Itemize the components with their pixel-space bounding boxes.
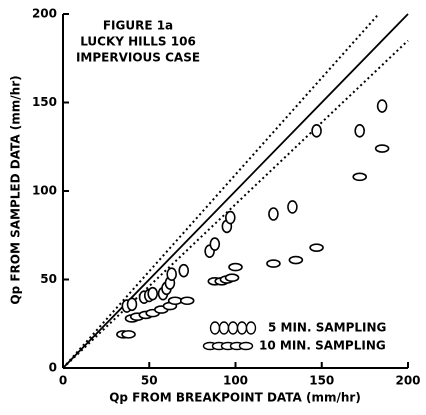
reference-line: [62, 39, 409, 369]
y-tick-label: 0: [49, 361, 57, 375]
point: [225, 210, 236, 225]
point: [147, 286, 158, 301]
legend-marker: [236, 321, 248, 335]
point: [121, 330, 136, 339]
legend-label: 10 MIN. SAMPLING: [259, 339, 386, 353]
y-tick-label: 100: [32, 184, 57, 198]
point: [178, 263, 190, 278]
legend-marker: [227, 321, 239, 335]
point: [374, 144, 390, 153]
reference-line: [62, 13, 409, 369]
point: [376, 99, 388, 113]
point: [224, 273, 240, 283]
x-tick-label: 150: [309, 374, 334, 388]
point: [228, 262, 243, 272]
point: [167, 296, 183, 306]
point: [266, 259, 281, 268]
point: [288, 255, 304, 265]
point: [311, 124, 322, 138]
x-tick-label: 50: [141, 374, 158, 388]
legend-label: 5 MIN. SAMPLING: [268, 321, 386, 335]
title-line: FIGURE 1a: [103, 19, 173, 33]
title-line: LUCKY HILLS 106: [80, 35, 196, 49]
point: [126, 297, 138, 312]
point: [354, 124, 366, 138]
x-tick-label: 0: [59, 374, 67, 388]
title-line: IMPERVIOUS CASE: [76, 51, 200, 65]
legend-marker: [245, 321, 257, 335]
point: [268, 207, 279, 221]
point: [309, 243, 324, 252]
x-tick-label: 200: [395, 374, 420, 388]
point: [287, 200, 298, 214]
point: [352, 172, 368, 182]
y-tick-label: 150: [32, 95, 57, 109]
y-tick-label: 200: [32, 7, 57, 21]
point: [166, 267, 177, 281]
x-tick-label: 100: [223, 374, 248, 388]
x-axis-label: Qp FROM BREAKPOINT DATA (mm/hr): [109, 391, 361, 405]
legend-marker: [238, 341, 254, 351]
y-tick-label: 50: [40, 272, 57, 286]
legend-marker: [218, 321, 230, 335]
reference-line: [62, 13, 380, 369]
y-axis-label: Qp FROM SAMPLED DATA (mm/hr): [9, 75, 23, 304]
legend-marker: [209, 321, 221, 335]
point: [209, 237, 221, 251]
point: [179, 296, 195, 306]
